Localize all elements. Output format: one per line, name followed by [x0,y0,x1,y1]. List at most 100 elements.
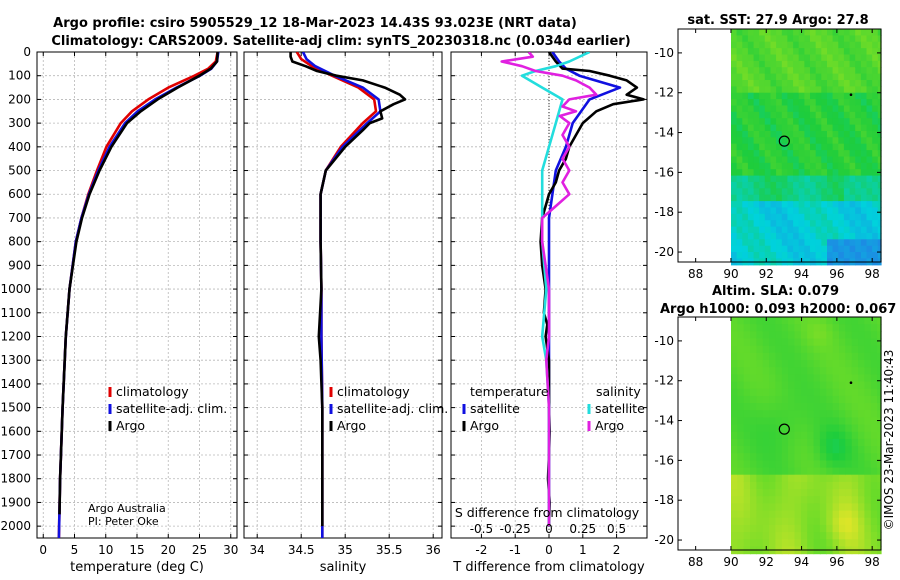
heatmap-cell [787,35,794,43]
heatmap-cell [776,201,783,209]
heatmap-cell [813,317,821,325]
heatmap-cell [787,60,794,68]
heatmap-cell [872,156,879,164]
island-marker [849,93,853,97]
heatmap-cell [813,489,821,497]
heatmap-cell [781,188,788,196]
heatmap-cell [849,150,856,158]
heatmap-cell [832,532,840,540]
heatmap-cell [747,41,755,49]
heatmap-cell [864,345,872,354]
heatmap-cell [770,86,777,94]
heatmap-cell [866,48,873,56]
heatmap-cell [832,213,839,221]
heatmap-cell [845,489,853,497]
heatmap-cell [753,207,760,215]
heatmap-cell [769,460,777,469]
heatmap-cell [776,252,783,259]
heatmap-cell [764,143,771,151]
heatmap-cell [851,424,859,433]
heatmap-cell [769,431,777,440]
heatmap-cell [731,67,738,75]
heatmap-cell [821,99,828,107]
heatmap-cell [832,489,840,497]
heatmap-cell [858,510,866,519]
heatmap-cell [731,194,738,202]
heatmap-cell [877,213,882,221]
heatmap-cell [753,54,760,62]
heatmap-cell [813,460,821,469]
heatmap-cell [813,438,821,447]
heatmap-cell [737,360,745,368]
heatmap-cell [858,324,866,332]
heatmap-cell [800,453,808,461]
heatmap-cell [810,181,817,189]
y-tick-label: 600 [8,187,31,201]
heatmap-cell [788,345,796,354]
heatmap-cell [747,245,755,253]
heatmap-cell [838,220,845,228]
heatmap-cell [804,181,811,189]
heatmap-cell [769,367,777,375]
heatmap-cell [849,67,856,75]
heatmap-cell [866,245,873,253]
heatmap-cell [742,252,749,259]
heatmap-cell [798,226,805,234]
heatmap-cell [860,175,868,183]
heatmap-cell [787,54,794,62]
heatmap-cell [793,143,800,151]
heatmap-cell [788,324,796,332]
heatmap-cell [753,220,760,228]
s-tick-label: -0.5 [470,522,493,536]
heatmap-cell [753,118,760,126]
heatmap-cell [756,381,764,390]
heatmap-cell [877,352,882,361]
heatmap-cell [753,73,760,81]
heatmap-cell [781,124,788,132]
heatmap-cell [743,539,751,547]
heatmap-cell [810,99,817,107]
heatmap-cell [731,41,738,49]
heatmap-cell [838,239,845,247]
heatmap-cell [736,232,743,240]
heatmap-cell [843,181,851,189]
heatmap-cell [781,239,788,247]
heatmap-cell [870,481,878,490]
heatmap-cell [762,352,770,361]
heatmap-cell [781,467,789,476]
heatmap-cell [764,86,771,94]
heatmap-cell [866,226,873,234]
heatmap-cell [794,424,802,433]
heatmap-cell [838,232,845,240]
heatmap-cell [743,381,751,390]
heatmap-cell [737,374,745,383]
heatmap-cell [839,474,846,483]
heatmap-cell [843,213,851,221]
heatmap-cell [810,156,817,164]
heatmap-cell [793,169,800,177]
heatmap-cell [781,403,789,411]
sla-map-title-2: Argo h1000: 0.093 h2000: 0.067 [660,302,896,317]
heatmap-cell [762,503,770,512]
heatmap-cell [860,73,868,81]
heatmap-cell [821,143,828,151]
heatmap-cell [858,517,866,526]
heatmap-cell [866,92,873,100]
heatmap-cell [750,395,757,404]
heatmap-cell [860,35,868,43]
heatmap-cell [804,226,811,234]
heatmap-cell [821,86,828,94]
heatmap-cell [787,48,794,56]
heatmap-cell [819,352,827,361]
heatmap-cell [762,360,770,368]
heatmap-cell [747,137,755,145]
heatmap-cell [826,517,834,526]
heatmap-cell [804,137,811,145]
heatmap-cell [731,503,738,512]
heatmap-cell [804,86,811,94]
heatmap-cell [798,48,805,56]
heatmap-cell [813,532,821,540]
heatmap-cell [781,80,788,87]
heatmap-cell [787,86,794,94]
heatmap-cell [855,48,862,56]
